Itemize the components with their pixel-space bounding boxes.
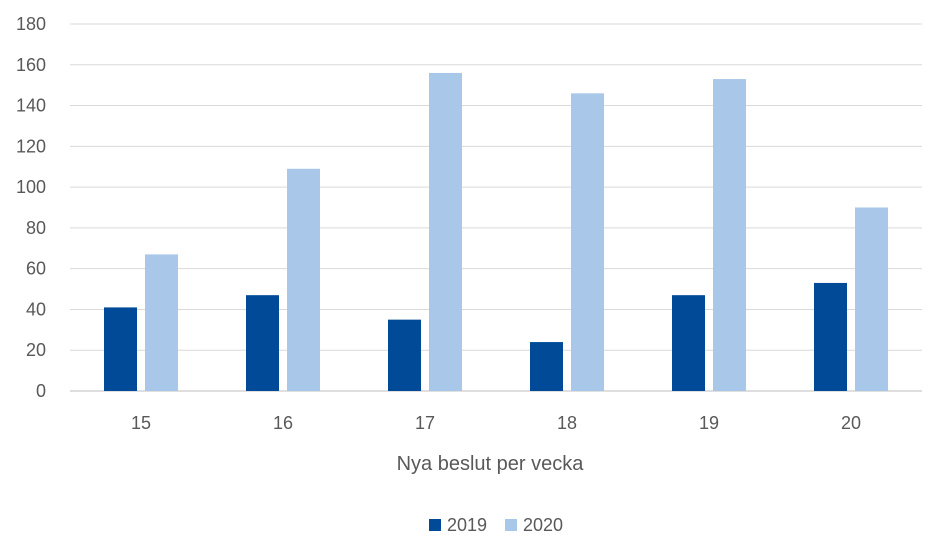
legend-label: 2019: [447, 515, 487, 535]
bars: [104, 72, 888, 392]
x-tick-label: 20: [841, 413, 861, 433]
bar-2020-week-17: [429, 72, 462, 391]
x-tick-label: 15: [131, 413, 151, 433]
y-tick-label: 40: [26, 299, 46, 319]
legend-swatch: [505, 519, 517, 531]
y-axis-tick-labels: 0 20 40 60 80 100 120 140 160 180: [16, 14, 46, 401]
bar-2019-week-19: [672, 295, 705, 391]
y-tick-label: 0: [36, 381, 46, 401]
legend-label: 2020: [523, 515, 563, 535]
y-tick-label: 180: [16, 14, 46, 34]
legend-item-2020: 2020: [505, 515, 563, 535]
y-tick-label: 160: [16, 55, 46, 75]
x-tick-label: 19: [699, 413, 719, 433]
y-tick-label: 140: [16, 96, 46, 116]
x-tick-label: 16: [273, 413, 293, 433]
bar-2020-week-18: [571, 93, 604, 392]
bar-2020-week-19: [713, 79, 746, 392]
bar-2019-week-16: [246, 295, 279, 391]
bar-2020-week-15: [145, 254, 178, 391]
x-axis-tick-labels: 15 16 17 18 19 20: [131, 413, 861, 433]
bar-2019-week-20: [814, 282, 847, 391]
y-tick-label: 60: [26, 259, 46, 279]
bar-2020-week-20: [855, 207, 888, 391]
gridlines: [70, 23, 922, 392]
bar-2020-week-16: [287, 168, 320, 391]
y-tick-label: 120: [16, 136, 46, 156]
legend-swatch: [429, 519, 441, 531]
y-tick-label: 100: [16, 177, 46, 197]
bar-2019-week-15: [104, 307, 137, 391]
bar-2019-week-18: [530, 342, 563, 391]
legend-item-2019: 2019: [429, 515, 487, 535]
y-tick-label: 20: [26, 340, 46, 360]
legend: 2019 2020: [429, 515, 563, 535]
x-tick-label: 18: [557, 413, 577, 433]
x-axis-title: Nya beslut per vecka: [397, 453, 585, 475]
x-tick-label: 17: [415, 413, 435, 433]
bar-2019-week-17: [388, 319, 421, 391]
y-tick-label: 80: [26, 218, 46, 238]
